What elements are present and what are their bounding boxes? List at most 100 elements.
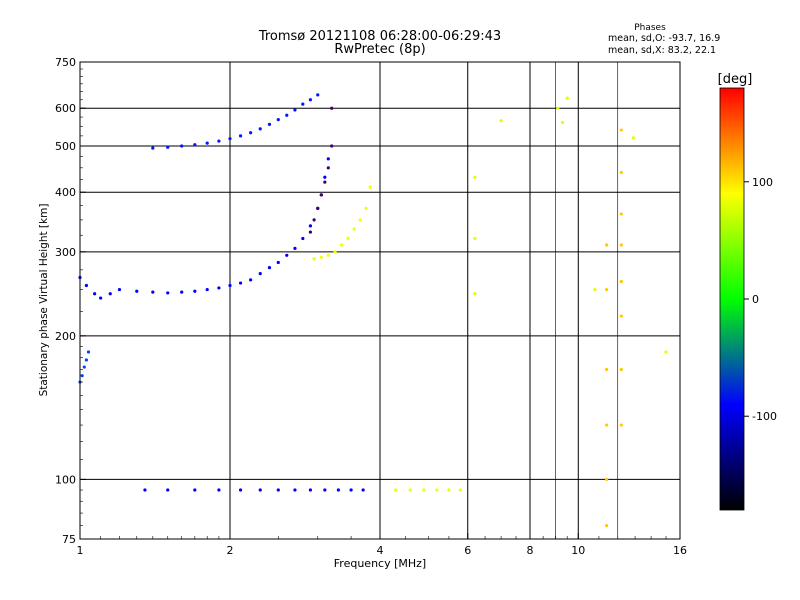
data-point [631, 136, 635, 140]
x-tick-label: 4 [377, 544, 384, 557]
data-point [205, 141, 209, 145]
data-point [267, 122, 272, 126]
data-point [605, 367, 609, 372]
data-point [308, 488, 313, 492]
phases-box-line-o: mean, sd,O: -93.7, 16.9 [608, 33, 720, 44]
data-point [143, 488, 147, 492]
data-point [267, 265, 272, 270]
data-point [364, 206, 368, 210]
data-point [556, 106, 560, 110]
data-point [352, 227, 356, 231]
data-point [447, 488, 451, 492]
data-point [473, 236, 477, 241]
data-point [301, 236, 305, 241]
data-point [217, 139, 221, 143]
data-point [619, 367, 623, 372]
data-point [258, 488, 262, 492]
colorbar-ticks: 100 0 -100 [744, 176, 777, 423]
data-point [249, 278, 253, 282]
y-tick-label: 600 [55, 102, 76, 115]
data-point [361, 488, 365, 492]
data-point [205, 287, 209, 292]
data-point [330, 144, 334, 148]
chart-subtitle: RwPretec (8p) [334, 42, 425, 57]
y-axis-label: Stationary phase Virtual Height [km] [38, 204, 50, 397]
data-point [308, 224, 313, 228]
data-point [84, 283, 88, 288]
data-point [605, 287, 609, 292]
data-point [499, 119, 503, 123]
data-point [293, 108, 297, 112]
data-point [565, 96, 569, 100]
y-tick-label: 75 [62, 533, 76, 546]
data-point [308, 230, 313, 234]
data-point [605, 423, 609, 427]
data-point [151, 146, 155, 150]
data-point [308, 98, 313, 102]
data-point [258, 127, 262, 131]
data-point [276, 260, 280, 265]
data-point [326, 166, 330, 170]
data-point [93, 292, 97, 296]
data-point [340, 243, 344, 247]
data-point [330, 106, 334, 110]
data-point [84, 358, 88, 362]
data-point [166, 145, 170, 149]
data-point [605, 477, 609, 482]
x-tick-label: 1 [77, 544, 84, 557]
colorbar-tick-label: 100 [752, 176, 773, 189]
data-point [326, 157, 330, 161]
data-point [238, 281, 243, 285]
data-point [276, 488, 280, 492]
chart-title: Tromsø 20121108 06:28:00-06:29:43 [258, 29, 501, 44]
data-point [326, 253, 330, 257]
data-point [333, 250, 337, 254]
data-point [117, 287, 122, 292]
data-point [293, 488, 297, 492]
data-point [166, 291, 170, 295]
x-tick-label: 10 [571, 544, 585, 557]
data-point [249, 131, 253, 135]
data-point [473, 292, 477, 296]
plot-area: 1 2 4 6 8 10 16 75 100 200 300 400 500 600 750 [55, 56, 687, 557]
data-point [458, 488, 463, 492]
data-point [193, 488, 197, 492]
y-tick-label: 750 [55, 56, 76, 69]
data-point [193, 143, 197, 147]
data-point [238, 488, 243, 492]
data-point [323, 175, 327, 179]
y-tick-label: 200 [55, 330, 76, 343]
data-point [619, 279, 623, 284]
data-point [228, 137, 232, 141]
data-point [316, 93, 320, 97]
data-point [108, 292, 112, 296]
data-point [285, 253, 289, 257]
data-point [605, 524, 609, 528]
x-tick-label: 8 [527, 544, 534, 557]
data-point [422, 488, 426, 492]
data-point [664, 350, 668, 354]
y-tick-label: 400 [55, 186, 76, 199]
data-point [238, 134, 243, 138]
data-point [312, 257, 316, 261]
data-point [605, 243, 609, 247]
data-point [394, 488, 398, 492]
data-point [619, 212, 623, 216]
data-point [346, 236, 350, 241]
data-point [408, 488, 412, 492]
y-tick-label: 300 [55, 246, 76, 259]
data-point [435, 488, 439, 492]
data-point [323, 180, 327, 184]
data-point [368, 185, 372, 189]
data-point [166, 488, 170, 492]
data-point [228, 283, 232, 288]
data-point [316, 206, 320, 210]
data-point [323, 488, 327, 492]
data-point [80, 374, 84, 378]
data-point [619, 423, 623, 427]
data-point [217, 488, 221, 492]
phases-box-title: Phases [634, 23, 666, 33]
data-point [312, 218, 316, 222]
data-point [358, 218, 362, 222]
